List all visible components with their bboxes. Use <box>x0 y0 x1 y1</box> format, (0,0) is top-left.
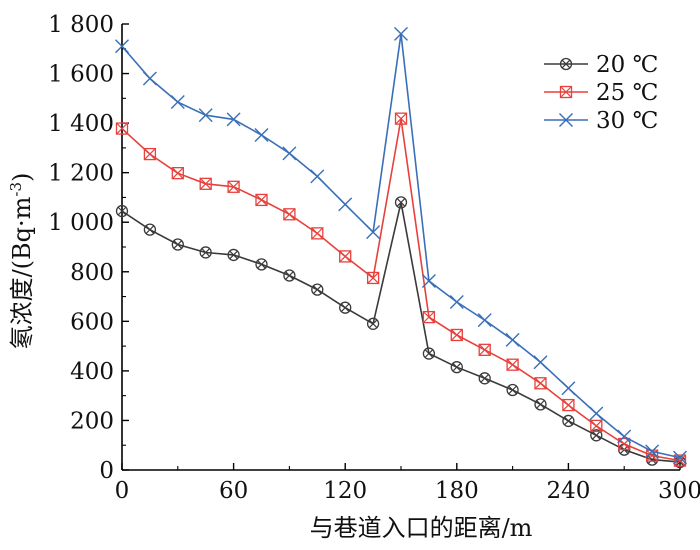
data-point <box>143 147 157 161</box>
x-tick-label: 300 <box>658 478 700 504</box>
data-point <box>450 361 463 374</box>
y-axis-title-close: ) <box>8 173 36 182</box>
data-point <box>226 112 241 127</box>
data-point <box>115 39 129 54</box>
data-point <box>506 383 519 397</box>
legend-label: 30 ℃ <box>596 108 658 134</box>
data-point <box>478 372 491 385</box>
series-2 <box>115 112 687 467</box>
data-point <box>310 169 325 184</box>
series-line <box>121 118 681 462</box>
series-layer <box>115 26 687 469</box>
data-point <box>562 398 575 412</box>
data-point <box>227 248 240 262</box>
data-point <box>559 85 573 99</box>
x-tick-label: 0 <box>115 478 130 504</box>
legend-label: 20 ℃ <box>596 52 658 78</box>
tick-layer: 0 200 400 600 800 1 000 1 200 1 400 1 600 1 800 0 6… <box>48 12 700 504</box>
legend-label: 25 ℃ <box>596 80 658 106</box>
data-point <box>422 347 436 360</box>
y-tick-label: 600 <box>70 309 114 335</box>
data-point <box>255 193 268 207</box>
data-point <box>143 223 157 236</box>
data-point <box>589 406 604 421</box>
data-point <box>534 398 547 411</box>
data-point <box>477 313 492 328</box>
legend-item: 30 ℃ <box>544 108 658 134</box>
data-point <box>533 355 548 370</box>
data-point <box>338 197 353 212</box>
data-point <box>283 208 296 221</box>
y-tick-label: 400 <box>70 359 114 385</box>
y-tick-label: 800 <box>70 260 114 286</box>
data-point <box>254 128 269 142</box>
data-point <box>561 381 576 396</box>
data-point <box>505 332 520 347</box>
data-point <box>449 295 464 310</box>
y-tick-label: 0 <box>99 458 114 484</box>
data-point <box>255 258 268 271</box>
data-point <box>478 343 491 356</box>
data-point <box>421 273 436 288</box>
y-tick-label: 1 200 <box>48 161 114 187</box>
y-tick-label: 1 600 <box>48 62 114 88</box>
data-point <box>559 113 573 127</box>
data-point <box>142 71 157 86</box>
data-point <box>227 180 240 193</box>
data-point <box>339 301 352 314</box>
data-point <box>199 246 212 259</box>
y-tick-label: 200 <box>70 408 114 434</box>
data-point <box>311 283 324 296</box>
x-tick-label: 60 <box>219 478 248 504</box>
data-point <box>422 310 436 324</box>
legend-item: 20 ℃ <box>544 52 658 78</box>
data-point <box>617 429 632 444</box>
data-point <box>506 358 519 371</box>
x-tick-label: 180 <box>435 478 479 504</box>
y-axis-title-main: 氡浓度/(Bq·m <box>8 196 36 349</box>
series-1 <box>115 196 687 469</box>
data-point <box>562 414 575 428</box>
data-point <box>394 112 408 125</box>
data-point <box>115 122 129 135</box>
data-point <box>366 225 381 240</box>
y-tick-label: 1 000 <box>48 210 114 236</box>
data-point <box>590 429 603 442</box>
data-point <box>534 377 547 390</box>
data-point <box>366 317 380 330</box>
data-point <box>590 419 603 433</box>
data-point <box>450 328 463 342</box>
data-point <box>559 57 573 71</box>
data-point <box>366 271 380 285</box>
data-point <box>198 108 213 123</box>
data-point <box>171 238 184 251</box>
data-point <box>115 204 129 218</box>
series-3 <box>115 26 687 465</box>
x-tick-label: 120 <box>323 478 367 504</box>
data-point <box>339 250 352 263</box>
x-tick-label: 240 <box>546 478 590 504</box>
data-point <box>394 26 408 41</box>
data-point <box>171 167 184 180</box>
y-axis-title: 氡浓度/(Bq·m-3) <box>7 173 36 350</box>
y-tick-label: 1 400 <box>48 111 114 137</box>
y-axis-title-sup: -3 <box>7 182 25 197</box>
y-tick-label: 1 800 <box>48 12 114 38</box>
data-point <box>283 269 296 282</box>
data-point <box>645 444 660 459</box>
data-point <box>394 196 408 209</box>
legend-item: 25 ℃ <box>544 80 658 106</box>
x-axis-title: 与巷道入口的距离/m <box>310 514 533 542</box>
data-point <box>282 146 297 161</box>
series-line <box>121 202 681 463</box>
legend: 20 ℃25 ℃30 ℃ <box>544 52 658 134</box>
data-point <box>170 95 185 110</box>
data-point <box>673 450 687 465</box>
data-point <box>199 177 212 190</box>
data-point <box>311 227 324 240</box>
